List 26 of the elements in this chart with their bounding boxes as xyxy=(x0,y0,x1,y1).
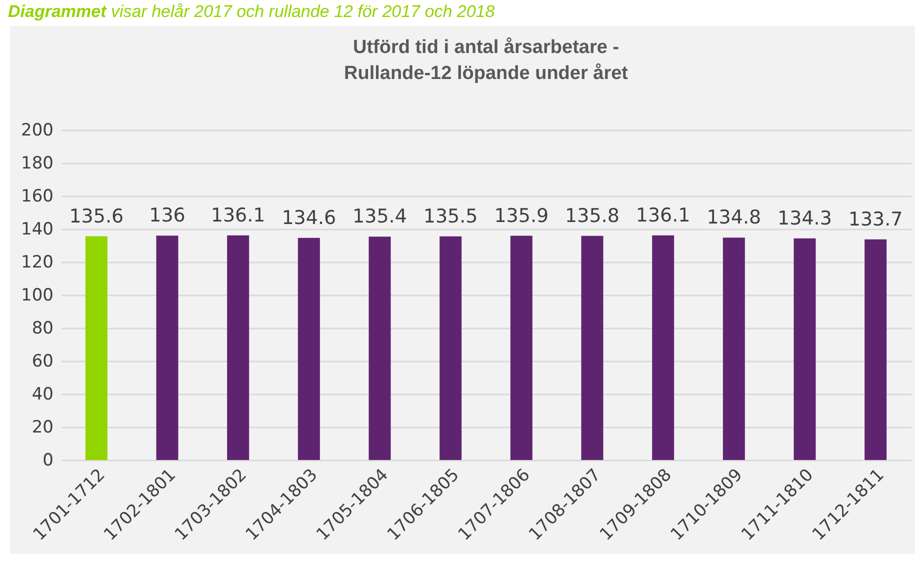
text: Diagrammet visar helår 2017 och rullande 12 för 2017 och 2018 xyxy=(7,1,496,23)
text: Rullande-12 löpande under året xyxy=(344,63,628,84)
data-label: 135.9 xyxy=(494,204,549,227)
y-tick-label: 60 xyxy=(32,352,54,372)
y-tick-label: 80 xyxy=(32,318,54,338)
data-label: 134.6 xyxy=(282,206,336,229)
data-label: 136.1 xyxy=(636,204,690,226)
data-label: 135.8 xyxy=(565,204,620,227)
data-label: 134.3 xyxy=(778,207,832,230)
y-tick-label: 180 xyxy=(21,154,54,174)
y-tick-label: 140 xyxy=(21,220,54,240)
y-tick-label: 160 xyxy=(21,186,54,206)
text: Utförd tid i antal årsarbetare - xyxy=(352,37,620,58)
y-tick-label: 20 xyxy=(32,418,54,438)
data-label: 134.8 xyxy=(706,206,762,229)
data-label: 136.1 xyxy=(210,204,266,226)
y-tick-label: 100 xyxy=(21,286,54,306)
data-label: 135.5 xyxy=(423,205,478,228)
y-tick-label: 40 xyxy=(32,384,54,404)
data-label: 135.6 xyxy=(69,205,124,228)
data-label: 133.7 xyxy=(848,208,903,230)
y-tick-label: 0 xyxy=(42,450,54,470)
data-label: 135.4 xyxy=(352,206,407,228)
data-label: 136 xyxy=(149,204,186,227)
y-tick-label: 200 xyxy=(21,120,54,140)
y-tick-label: 120 xyxy=(21,252,54,272)
